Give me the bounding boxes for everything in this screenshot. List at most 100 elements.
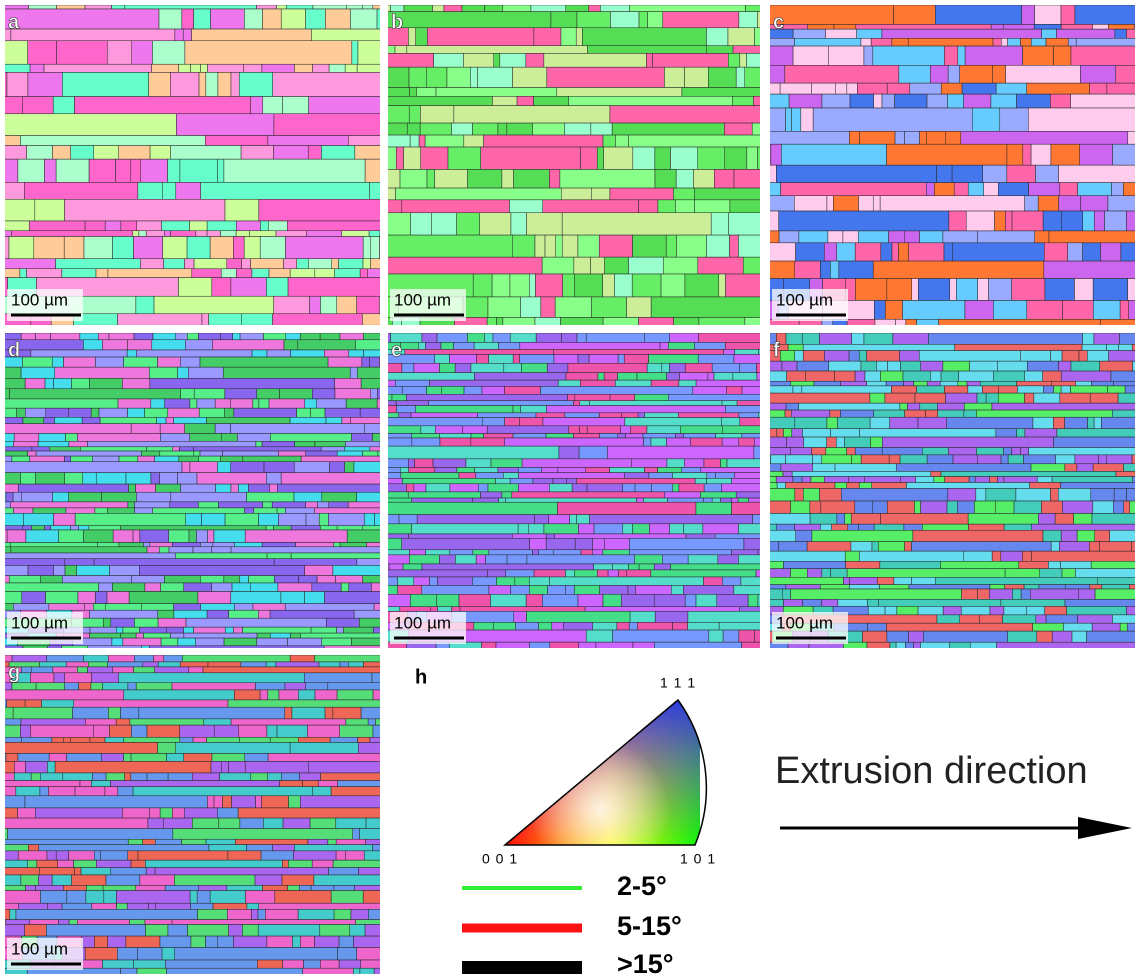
grain xyxy=(688,622,720,630)
grain xyxy=(810,513,837,524)
grain xyxy=(396,406,415,413)
grain xyxy=(662,363,670,372)
grain xyxy=(162,948,175,961)
grain xyxy=(496,577,514,585)
grain xyxy=(292,936,300,947)
grain xyxy=(837,513,845,524)
grain xyxy=(549,169,560,188)
grain xyxy=(340,662,348,667)
grain xyxy=(1075,5,1135,24)
grain xyxy=(290,655,314,662)
grain xyxy=(897,606,918,615)
grain xyxy=(233,236,244,258)
grain xyxy=(562,213,711,235)
grain xyxy=(785,410,791,417)
grain xyxy=(0,725,20,737)
grain xyxy=(378,607,400,612)
grain xyxy=(233,936,266,947)
grain xyxy=(303,781,319,787)
grain xyxy=(353,968,360,974)
grain xyxy=(257,389,280,399)
grain xyxy=(529,577,549,585)
grain xyxy=(673,188,694,200)
grain xyxy=(1071,94,1135,108)
grain xyxy=(460,607,585,612)
grain xyxy=(785,65,899,83)
grain xyxy=(255,875,282,885)
grain xyxy=(216,484,231,492)
grain xyxy=(587,426,620,434)
grain xyxy=(1031,38,1046,46)
grain xyxy=(771,144,781,165)
grain xyxy=(603,274,615,297)
grain xyxy=(353,829,360,840)
grain xyxy=(69,441,87,447)
grain xyxy=(326,417,342,423)
grain xyxy=(825,29,856,38)
grain xyxy=(274,146,309,160)
grain xyxy=(30,64,44,72)
grain xyxy=(0,441,13,447)
grain xyxy=(623,484,636,492)
grain xyxy=(1095,530,1110,541)
grain xyxy=(243,627,312,633)
grain xyxy=(205,136,268,146)
grain xyxy=(324,350,349,357)
grain xyxy=(9,576,40,583)
grain xyxy=(337,948,356,961)
grain xyxy=(133,787,312,796)
grain xyxy=(557,88,682,97)
grain xyxy=(191,936,206,947)
grain xyxy=(905,642,913,652)
grain xyxy=(198,592,231,604)
grain xyxy=(437,333,467,342)
grain xyxy=(148,818,163,829)
grain xyxy=(426,67,447,87)
grain xyxy=(103,683,128,690)
grain xyxy=(557,502,696,514)
grain xyxy=(1108,24,1134,29)
direction-label: Extrusion direction xyxy=(775,750,1088,792)
grain xyxy=(1033,623,1064,631)
grain xyxy=(876,361,887,371)
grain xyxy=(247,845,273,851)
grain xyxy=(1131,542,1135,552)
grain xyxy=(870,437,882,447)
grain xyxy=(229,761,246,773)
grain xyxy=(585,607,739,612)
grain xyxy=(759,349,770,354)
grain xyxy=(75,787,105,796)
grain xyxy=(1100,542,1132,552)
grain xyxy=(306,451,337,456)
grain xyxy=(374,604,381,611)
grain xyxy=(716,434,742,438)
grain xyxy=(134,618,158,627)
grain xyxy=(660,342,668,349)
grain xyxy=(968,386,983,393)
grain xyxy=(338,781,522,787)
grain xyxy=(197,891,210,904)
grain xyxy=(0,530,7,543)
grain xyxy=(1110,530,1135,541)
grain xyxy=(628,257,663,274)
grain xyxy=(922,524,968,530)
grain xyxy=(219,818,240,829)
grain xyxy=(714,169,734,188)
grain xyxy=(96,592,108,604)
grain xyxy=(321,146,354,160)
grain xyxy=(378,123,407,135)
grain xyxy=(676,169,693,188)
grain xyxy=(926,131,946,144)
grain xyxy=(1049,231,1135,243)
grain xyxy=(1091,561,1135,568)
grain xyxy=(6,492,13,502)
grain xyxy=(421,426,435,434)
grain xyxy=(261,851,293,860)
grain xyxy=(513,406,520,413)
grain xyxy=(235,839,308,844)
grain xyxy=(149,903,156,909)
grain xyxy=(31,773,40,781)
grain xyxy=(392,394,406,400)
grain xyxy=(1075,569,1135,578)
grain xyxy=(188,367,223,378)
